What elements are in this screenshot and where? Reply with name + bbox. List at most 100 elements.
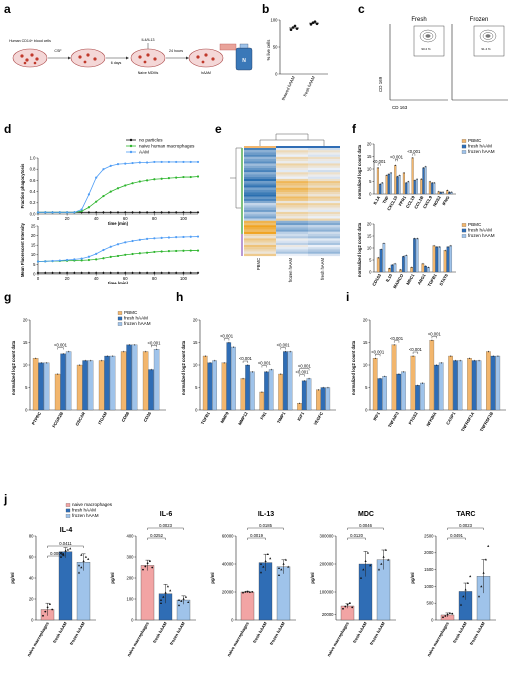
bar-point: [405, 255, 407, 256]
j-bar-naive-macrophages: [240, 591, 255, 621]
e-cell: [276, 207, 308, 210]
e-cluster-bar: [241, 233, 243, 256]
j-point: [82, 560, 85, 562]
bar-fresh-haam-igf1: [301, 380, 307, 411]
panel-a-workflow: Human CD14+ blood cells CSF 6 days IL4/I…: [9, 38, 253, 75]
e-column-label: frozen hAAM: [288, 258, 293, 283]
bar-pbmc-cxcl10: [394, 165, 397, 195]
j-sig-pvalue: 0.0491: [450, 533, 463, 538]
d-point: [182, 235, 185, 239]
j-ytick: 100000: [320, 589, 335, 594]
bar-point: [412, 157, 414, 159]
d-point: [145, 211, 149, 214]
sig-bracket: [412, 351, 418, 354]
e-cell: [244, 211, 276, 215]
e-cell: [276, 227, 308, 230]
bar-point: [439, 246, 441, 248]
sig-pvalue: <0.001: [428, 331, 442, 336]
e-cell: [276, 240, 308, 243]
e-cell: [308, 176, 340, 179]
bar-frozen-haam-casp1: [457, 360, 463, 411]
j-ytick: 0: [431, 617, 434, 622]
d-point: [65, 211, 69, 214]
j-ytick: 400: [127, 533, 135, 538]
step-24h-label: 24 hours: [169, 49, 183, 53]
e-cell: [244, 172, 276, 175]
bar-pbmc-cd36: [142, 351, 149, 411]
j-point: [387, 558, 390, 561]
bar-point: [384, 376, 386, 378]
bar-point: [450, 245, 452, 247]
bar-point: [318, 389, 319, 391]
bar-fresh-haam-irf1: [377, 378, 383, 411]
bar-xtick: IL10: [385, 272, 394, 282]
bar-frozen-haam-tnfrsf1a: [476, 360, 482, 411]
j-sig-pvalue: 0.0023: [159, 523, 172, 528]
bar-point: [407, 181, 409, 183]
legend-label-frozen-haam: frozen hAAM: [468, 233, 495, 238]
bar-pbmc-ccl1b: [420, 178, 423, 195]
e-cell: [308, 187, 340, 190]
bar-point: [403, 172, 405, 174]
e-column-bar: [308, 146, 340, 148]
j-point: [164, 591, 167, 594]
e-cell: [308, 192, 340, 195]
e-cell: [308, 220, 340, 224]
d-point: [138, 238, 141, 241]
bar-xtick: NOS2: [432, 194, 442, 207]
j-xtick: naive macrophages: [126, 620, 150, 657]
d-point: [196, 271, 200, 275]
legend-label-pbmc: PBMC: [124, 310, 138, 315]
e-cell: [244, 163, 276, 166]
bar-point: [374, 358, 376, 360]
bar-frozen-haam-tnf: [389, 172, 392, 195]
d-point: [102, 194, 105, 198]
e-cell: [308, 244, 340, 248]
e-cell: [276, 187, 308, 190]
d-point: [80, 210, 83, 213]
d-xtick: 60: [123, 216, 128, 221]
j-ytick: 20000: [222, 589, 234, 594]
d-xtick: 20: [65, 276, 70, 281]
bar-ytick: 10: [367, 245, 372, 250]
j-xtick: naive macrophages: [226, 620, 250, 657]
bar-ytick: 10: [367, 166, 372, 171]
j-point: [69, 547, 72, 550]
bar-point: [440, 191, 442, 193]
bar-point: [446, 190, 448, 192]
e-cell: [276, 194, 308, 197]
j-point: [487, 544, 490, 547]
j-xtick: fresh hAAM: [52, 621, 68, 644]
d-point: [80, 271, 83, 275]
d-point: [175, 176, 178, 179]
d-ytick: 15: [31, 243, 36, 248]
d-ylabel: Fraction phagocytosis: [20, 163, 25, 208]
e-cell: [308, 172, 340, 175]
d-point: [182, 249, 185, 252]
j-sig-pvalue: 0.0019: [250, 533, 263, 538]
d-point: [87, 271, 91, 275]
bar-point: [377, 257, 379, 259]
e-cell: [308, 207, 340, 210]
j-ytick: 0: [131, 617, 134, 622]
bar-pbmc-fpr1: [402, 172, 405, 195]
bar-point: [40, 362, 42, 364]
d-point: [124, 241, 127, 244]
bar-point: [400, 269, 402, 271]
j-sig-bracket: [447, 527, 484, 530]
step-6days-label: 6 days: [111, 61, 122, 65]
bar-point: [488, 351, 489, 353]
c-title-frozen: Frozen: [470, 17, 489, 23]
bar-fresh-haam-tgfb1: [435, 246, 439, 273]
bar-pbmc-irf1: [372, 358, 378, 411]
bar-point: [442, 191, 444, 193]
d-point: [124, 162, 127, 165]
d-point: [189, 211, 193, 214]
d-point: [196, 249, 200, 252]
j-point: [277, 567, 281, 569]
bar-point: [90, 360, 92, 362]
c-gate-fresh: 90.2 %: [421, 47, 431, 51]
bar-point: [252, 371, 253, 373]
j-sig-bracket: [347, 527, 384, 530]
